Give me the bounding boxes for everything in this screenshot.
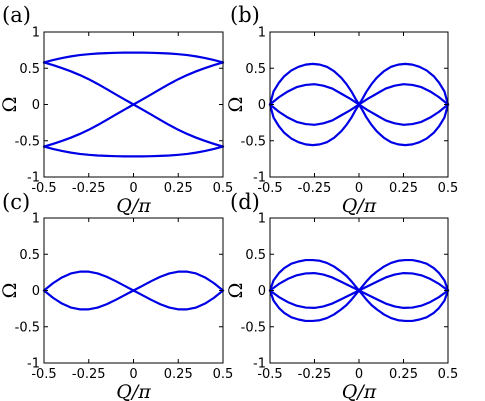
series-line-2 xyxy=(42,145,225,158)
y-tick-label: -1 xyxy=(27,357,40,372)
series-line-3 xyxy=(268,289,361,323)
y-axis-label: Ω xyxy=(225,283,247,299)
panel-c: (c)-0.5 -0.25 0 0.25 0.510.50-0.5-1Q/πΩ xyxy=(0,190,233,401)
series-line-5 xyxy=(268,83,450,106)
x-tick-label: 0.25 xyxy=(164,181,193,196)
x-tick-label: -0.5 xyxy=(31,181,56,196)
y-tick-label: -1 xyxy=(253,357,266,372)
x-tick-label: -0.25 xyxy=(298,181,332,196)
panel-label: (c) xyxy=(2,190,30,214)
series-line-1 xyxy=(268,258,361,292)
series-line-6 xyxy=(268,289,450,309)
series-line-2 xyxy=(42,289,225,311)
series-line-4 xyxy=(357,289,450,323)
series-line-1 xyxy=(42,51,225,64)
panel-label: (d) xyxy=(230,190,260,214)
y-axis-label: Ω xyxy=(0,97,21,113)
x-axis-label: Q/π xyxy=(342,195,377,217)
series-line-4 xyxy=(357,103,450,147)
x-tick-label: -0.5 xyxy=(31,367,56,382)
y-tick-label: -0.5 xyxy=(241,134,266,149)
y-axis-label: Ω xyxy=(225,97,247,113)
y-tick-label: 1 xyxy=(32,26,40,41)
y-tick-label: -1 xyxy=(27,171,40,186)
x-tick-label: 0 xyxy=(355,367,363,382)
panel-a: (a)-0.5 -0.25 0 0.25 0.510.50-0.5-1Q/πΩ xyxy=(0,3,233,217)
x-tick-label: -0.5 xyxy=(257,181,282,196)
y-tick-label: -0.5 xyxy=(15,134,40,149)
x-tick-label: 0.5 xyxy=(213,181,234,196)
series-line-1 xyxy=(268,62,361,106)
x-axis-label: Q/π xyxy=(342,381,377,401)
x-tick-label: -0.25 xyxy=(298,367,332,382)
series-line-2 xyxy=(357,258,450,292)
panel-label: (b) xyxy=(230,3,260,27)
x-tick-label: 0.5 xyxy=(438,367,459,382)
y-tick-label: 0 xyxy=(32,98,40,113)
y-tick-label: 0.5 xyxy=(19,248,40,263)
x-tick-label: 0 xyxy=(129,181,137,196)
y-tick-label: -0.5 xyxy=(15,320,40,335)
x-tick-label: -0.25 xyxy=(72,367,106,382)
x-tick-label: 0 xyxy=(129,367,137,382)
y-tick-label: 0.5 xyxy=(245,62,266,77)
y-tick-label: 1 xyxy=(32,212,40,227)
series-line-3 xyxy=(268,103,361,147)
y-tick-label: 0.5 xyxy=(245,248,266,263)
series-line-4 xyxy=(42,61,225,148)
panel-label: (a) xyxy=(2,3,31,27)
x-tick-label: -0.25 xyxy=(72,181,106,196)
x-tick-label: 0.25 xyxy=(164,367,193,382)
series-line-6 xyxy=(268,103,450,126)
y-tick-label: 1 xyxy=(258,212,266,227)
x-tick-label: 0.25 xyxy=(389,181,418,196)
y-tick-label: 0 xyxy=(258,284,266,299)
panel-d: (d)-0.5 -0.25 0 0.25 0.510.50-0.5-1Q/πΩ xyxy=(225,190,458,401)
y-tick-label: 0 xyxy=(32,284,40,299)
series-line-1 xyxy=(42,270,225,292)
y-tick-label: 0.5 xyxy=(19,62,40,77)
y-tick-label: 1 xyxy=(258,26,266,41)
panel-b: (b)-0.5 -0.25 0 0.25 0.510.50-0.5-1Q/πΩ xyxy=(225,3,458,217)
series-line-5 xyxy=(268,272,450,292)
y-axis-label: Ω xyxy=(0,283,21,299)
y-tick-label: -0.5 xyxy=(241,320,266,335)
x-tick-label: -0.5 xyxy=(257,367,282,382)
x-tick-label: 0.5 xyxy=(213,367,234,382)
x-tick-label: 0 xyxy=(355,181,363,196)
x-tick-label: 0.5 xyxy=(438,181,459,196)
y-tick-label: -1 xyxy=(253,171,266,186)
x-tick-label: 0.25 xyxy=(389,367,418,382)
x-axis-label: Q/π xyxy=(116,195,151,217)
series-line-2 xyxy=(357,62,450,106)
y-tick-label: 0 xyxy=(258,98,266,113)
x-axis-label: Q/π xyxy=(116,381,151,401)
